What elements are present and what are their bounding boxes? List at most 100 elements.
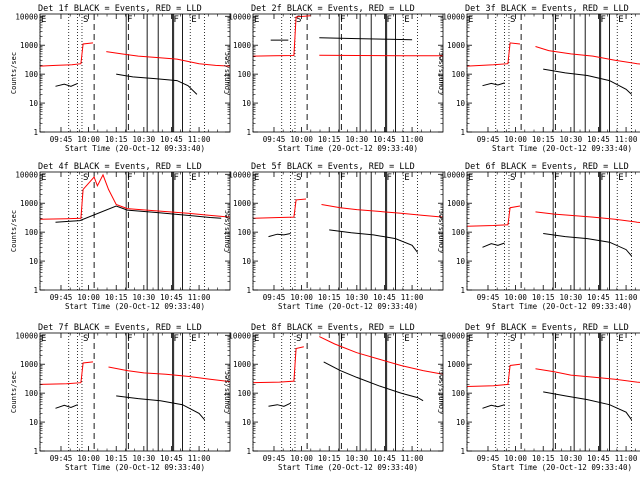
y-tick-label: 100 xyxy=(24,70,38,79)
marker-label: E xyxy=(254,173,259,183)
x-tick-label: 11:00 xyxy=(615,293,638,302)
series-lld xyxy=(39,42,231,67)
series-lld xyxy=(466,205,640,227)
y-tick-label: 10000 xyxy=(228,170,251,179)
marker-label: E xyxy=(404,173,409,183)
x-tick-label: 10:15 xyxy=(105,135,128,144)
x-tick-label: 11:00 xyxy=(401,454,424,463)
marker-label: E xyxy=(468,173,473,183)
y-tick-label: 1 xyxy=(246,128,251,137)
y-tick-label: 1 xyxy=(460,286,465,295)
y-axis-label: Counts/sec xyxy=(437,210,445,252)
y-tick-label: 1 xyxy=(246,447,251,456)
marker-label: F xyxy=(127,15,132,25)
panel-title: Det 2f BLACK = Events, RED = LLD xyxy=(251,4,415,14)
x-tick-label: 10:30 xyxy=(133,135,156,144)
marker-label: S xyxy=(296,334,301,344)
x-tick-label: 10:15 xyxy=(532,454,555,463)
marker-label: S xyxy=(296,173,301,183)
y-tick-label: 100 xyxy=(24,389,38,398)
y-tick-label: 100 xyxy=(237,228,251,237)
panel-title: Det 7f BLACK = Events, RED = LLD xyxy=(38,323,202,333)
series-lld xyxy=(252,15,443,57)
plot-frame xyxy=(466,332,640,452)
y-tick-label: 1 xyxy=(460,447,465,456)
x-axis-label: Start Time (20-Oct-12 09:33:40) xyxy=(492,144,632,153)
x-tick-label: 09:45 xyxy=(50,135,73,144)
series-events xyxy=(270,37,413,41)
panel-title: Det 3f BLACK = Events, RED = LLD xyxy=(465,4,629,14)
x-tick-label: 11:00 xyxy=(188,293,211,302)
marker-label: S xyxy=(510,173,515,183)
x-tick-label: 11:00 xyxy=(188,454,211,463)
x-tick-label: 10:30 xyxy=(133,454,156,463)
y-tick-label: 10000 xyxy=(442,12,465,21)
y-tick-label: 10000 xyxy=(15,331,38,340)
x-axis-label: Start Time (20-Oct-12 09:33:40) xyxy=(492,463,632,472)
marker-label: F xyxy=(554,334,559,344)
panel-title: Det 9f BLACK = Events, RED = LLD xyxy=(465,323,629,333)
marker-label: E xyxy=(468,15,473,25)
panel-title: Det 5f BLACK = Events, RED = LLD xyxy=(251,162,415,172)
marker-label: E xyxy=(404,334,409,344)
y-tick-label: 100 xyxy=(24,228,38,237)
y-tick-label: 1000 xyxy=(233,199,252,208)
series-lld xyxy=(466,42,640,67)
marker-label: F xyxy=(554,15,559,25)
y-axis-label: Counts/sec xyxy=(437,371,445,413)
x-tick-label: 10:30 xyxy=(346,293,369,302)
x-tick-label: 09:45 xyxy=(477,293,500,302)
panel-title: Det 8f BLACK = Events, RED = LLD xyxy=(251,323,415,333)
marker-label: F xyxy=(174,173,179,183)
x-tick-label: 10:30 xyxy=(560,293,583,302)
marker-label: F xyxy=(601,15,606,25)
x-tick-label: 10:00 xyxy=(504,454,527,463)
y-tick-label: 10000 xyxy=(228,331,251,340)
x-tick-label: 11:00 xyxy=(188,135,211,144)
series-lld xyxy=(39,361,231,385)
y-tick-label: 1000 xyxy=(20,360,39,369)
x-tick-label: 10:45 xyxy=(587,293,610,302)
x-tick-label: 10:30 xyxy=(560,454,583,463)
x-tick-label: 09:45 xyxy=(50,293,73,302)
y-tick-label: 10 xyxy=(456,257,466,266)
marker-label: E xyxy=(41,173,46,183)
x-tick-label: 10:45 xyxy=(587,135,610,144)
plot-frame xyxy=(252,171,444,291)
x-tick-label: 09:45 xyxy=(477,454,500,463)
marker-label: E xyxy=(191,173,196,183)
x-tick-label: 10:30 xyxy=(133,293,156,302)
plot-frame xyxy=(252,332,444,452)
y-tick-label: 100 xyxy=(451,389,465,398)
y-tick-label: 1000 xyxy=(233,41,252,50)
marker-label: F xyxy=(554,173,559,183)
marker-label: F xyxy=(340,15,345,25)
x-tick-label: 10:00 xyxy=(77,293,100,302)
x-tick-label: 09:45 xyxy=(50,454,73,463)
x-tick-label: 10:00 xyxy=(504,135,527,144)
y-tick-label: 100 xyxy=(237,70,251,79)
marker-label: F xyxy=(601,173,606,183)
x-tick-label: 09:45 xyxy=(263,293,286,302)
series-events xyxy=(55,395,205,421)
x-tick-label: 10:30 xyxy=(560,135,583,144)
y-tick-label: 10 xyxy=(242,257,252,266)
series-lld xyxy=(466,363,640,387)
y-tick-label: 10 xyxy=(242,418,252,427)
marker-label: F xyxy=(387,15,392,25)
x-tick-label: 10:15 xyxy=(318,293,341,302)
series-events xyxy=(482,391,633,421)
marker-label: F xyxy=(601,334,606,344)
marker-label: E xyxy=(254,334,259,344)
series-events xyxy=(482,233,632,257)
y-tick-label: 10000 xyxy=(442,170,465,179)
marker-label: S xyxy=(510,15,515,25)
panel-title: Det 4f BLACK = Events, RED = LLD xyxy=(38,162,202,172)
